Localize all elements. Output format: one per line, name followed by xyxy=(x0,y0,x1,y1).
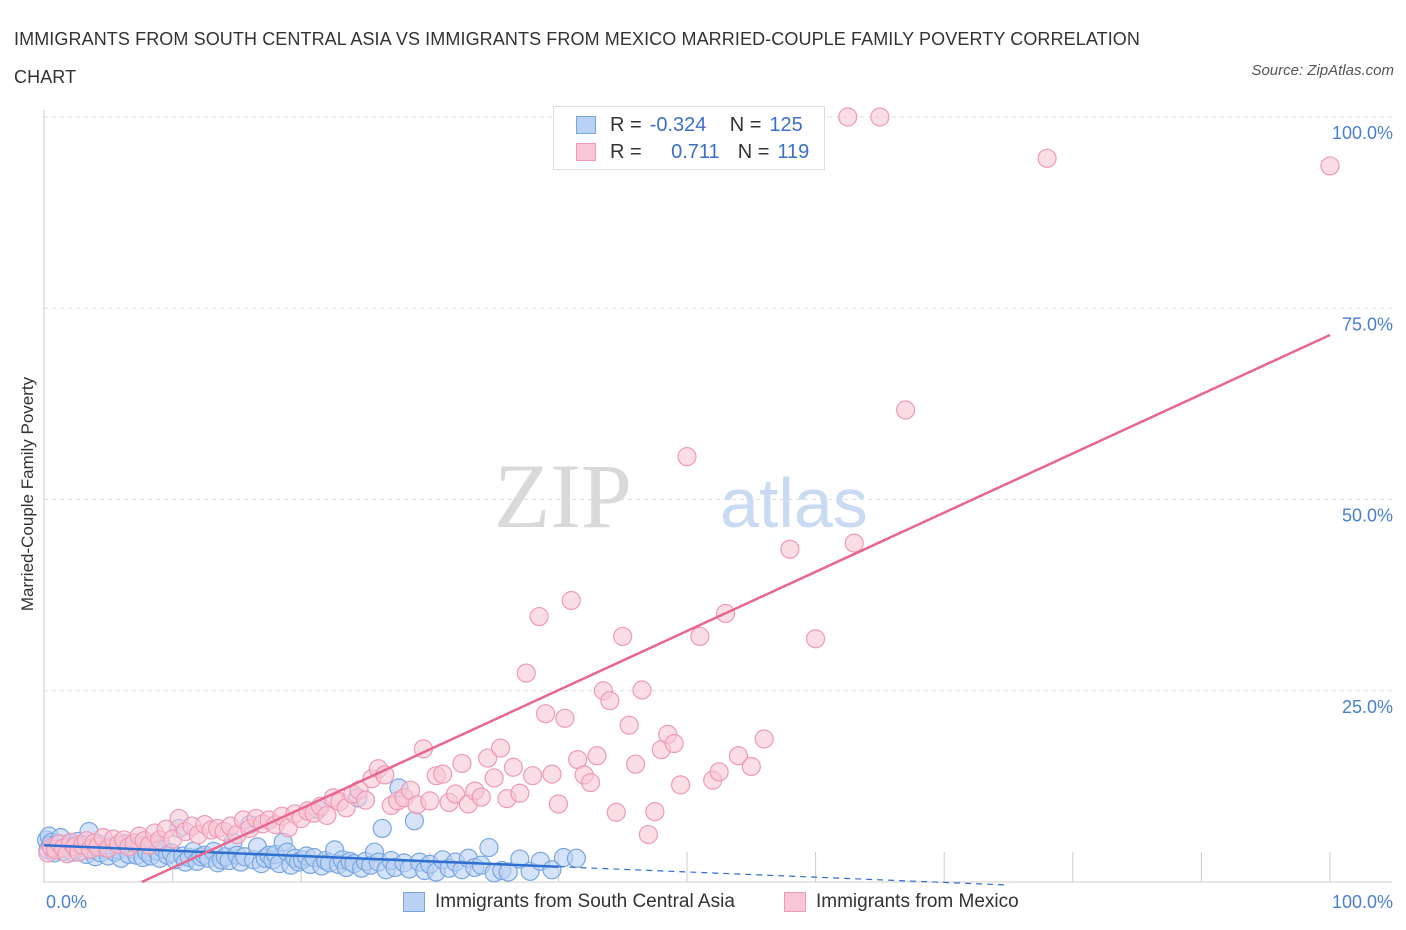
point-mexico xyxy=(870,107,890,127)
point-mexico xyxy=(664,733,684,754)
point-mexico xyxy=(754,729,774,749)
source-label: Source: ZipAtlas.com xyxy=(1251,62,1394,79)
point-mexico xyxy=(561,590,581,611)
y-tick-label: 25.0% xyxy=(1342,697,1393,717)
point-mexico xyxy=(613,626,633,647)
legend-r-value: -0.324 xyxy=(649,113,707,136)
point-mexico xyxy=(471,787,491,807)
point-mexico xyxy=(1037,148,1057,168)
point-mexico xyxy=(490,738,511,758)
point-mexico xyxy=(355,790,376,810)
point-mexico xyxy=(638,824,659,845)
point-mexico xyxy=(844,533,864,553)
legend-row-mexico: R = 0.711 N = 119 xyxy=(576,139,809,165)
point-mexico xyxy=(670,775,691,795)
legend-n-value: 125 xyxy=(769,113,803,136)
point-mexico xyxy=(542,764,562,784)
legend-swatch-pink xyxy=(576,143,596,161)
point-mexico xyxy=(420,791,440,811)
trend-line-south-central-asia-extension xyxy=(558,866,1009,886)
point-mexico xyxy=(529,606,549,627)
point-mexico xyxy=(548,794,569,814)
watermark-zip: ZIP xyxy=(494,445,632,547)
point-mexico xyxy=(317,805,337,826)
point-mexico xyxy=(625,754,646,774)
point-mexico xyxy=(780,539,800,559)
point-mexico xyxy=(510,783,530,803)
point-mexico xyxy=(452,753,472,774)
point-mexico xyxy=(555,708,575,728)
point-mexico xyxy=(587,746,607,766)
point-mexico xyxy=(741,756,761,777)
point-mexico xyxy=(805,629,826,649)
legend-label-mexico: Immigrants from Mexico xyxy=(816,891,1019,912)
y-tick-label: 100.0% xyxy=(1332,123,1393,143)
point-mexico xyxy=(375,765,395,785)
x-tick-label-max: 100.0% xyxy=(1332,892,1393,912)
legend-swatch-pink xyxy=(784,892,806,912)
point-mexico xyxy=(445,784,466,804)
point-mexico xyxy=(690,626,710,647)
point-mexico xyxy=(580,772,601,793)
y-tick-label: 50.0% xyxy=(1342,506,1393,526)
point-south-central-asia xyxy=(498,862,518,882)
point-south-central-asia xyxy=(372,818,392,839)
point-mexico xyxy=(600,691,620,711)
point-mexico xyxy=(523,766,543,786)
point-mexico xyxy=(677,447,697,467)
point-mexico xyxy=(503,757,523,777)
point-mexico xyxy=(433,764,453,784)
point-mexico xyxy=(535,704,556,724)
legend-r-label: R = xyxy=(610,113,642,136)
point-mexico xyxy=(619,715,639,735)
y-tick-label: 75.0% xyxy=(1342,314,1393,334)
watermark: ZIP atlas xyxy=(494,445,868,547)
point-mexico xyxy=(1320,156,1340,176)
point-south-central-asia xyxy=(510,849,530,869)
legend-r-value: 0.711 xyxy=(671,140,720,163)
point-mexico xyxy=(728,746,749,766)
legend-swatch-blue xyxy=(576,116,596,134)
point-mexico xyxy=(838,107,858,127)
point-south-central-asia xyxy=(404,811,424,831)
x-tick-label-min: 0.0% xyxy=(46,892,87,912)
legend-n-label: N = xyxy=(729,113,762,136)
legend-n-label: N = xyxy=(737,140,770,163)
tick-labels: 25.0% 50.0% 75.0% 100.0% 0.0% 100.0% xyxy=(46,123,1393,912)
gridlines xyxy=(44,116,1392,692)
trend-line-mexico xyxy=(141,333,1331,884)
point-mexico xyxy=(478,748,498,768)
series-mexico-points xyxy=(38,107,1340,864)
legend-n-value: 119 xyxy=(777,140,810,163)
point-mexico xyxy=(484,768,504,788)
stats-legend: R = -0.324 N = 125 R = 0.711 N = 119 xyxy=(553,106,825,170)
series-legend: Immigrants from South Central Asia Immig… xyxy=(0,888,1406,916)
point-mexico xyxy=(606,802,626,822)
legend-swatch-blue xyxy=(403,892,425,912)
legend-r-label: R = xyxy=(610,140,642,163)
point-mexico xyxy=(645,802,665,822)
point-south-central-asia xyxy=(479,837,499,858)
point-mexico xyxy=(709,762,729,782)
watermark-atlas: atlas xyxy=(720,464,868,542)
legend-item-mexico[interactable]: Immigrants from Mexico xyxy=(784,888,1019,916)
trend-line-south-central-asia xyxy=(43,844,559,868)
point-south-central-asia xyxy=(566,848,587,868)
trend-lines xyxy=(43,333,1331,886)
chart-title: IMMIGRANTS FROM SOUTH CENTRAL ASIA VS IM… xyxy=(14,29,1141,87)
point-mexico xyxy=(632,680,652,700)
legend-label-south-central-asia: Immigrants from South Central Asia xyxy=(435,891,735,912)
legend-item-south-central-asia[interactable]: Immigrants from South Central Asia xyxy=(403,888,735,916)
point-mexico xyxy=(516,663,536,683)
legend-row-south-central-asia: R = -0.324 N = 125 xyxy=(576,112,803,138)
point-mexico xyxy=(896,400,916,420)
